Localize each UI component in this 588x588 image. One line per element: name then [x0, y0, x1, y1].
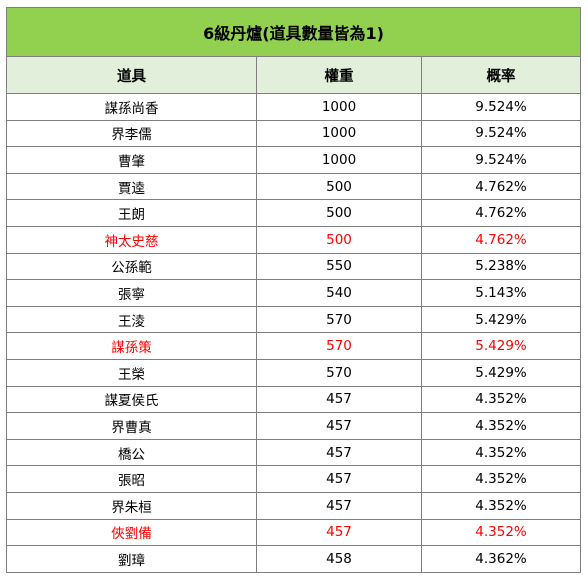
table-row: 橋公 457 4.352%	[6, 438, 582, 467]
table-row: 謀夏侯氏 457 4.352%	[6, 385, 582, 414]
item-cell: 張寧	[6, 279, 257, 307]
weight-cell: 500	[256, 199, 422, 227]
title-row: 6級丹爐(道具數量皆為1)	[5, 7, 582, 57]
furnace-table: 6級丹爐(道具數量皆為1) 道具 權重 概率 謀孫尚香 1000 9.524% 界李儒…	[5, 7, 582, 573]
table-row: 賈逵 500 4.762%	[6, 172, 582, 201]
table-row: 王榮 570 5.429%	[6, 358, 582, 387]
probability-cell: 4.352%	[420, 491, 582, 520]
table-row: 神太史慈 500 4.762%	[6, 225, 582, 254]
probability-cell: 9.524%	[420, 146, 582, 174]
table-row: 謀孫策 570 5.429%	[6, 332, 582, 360]
weight-cell: 1000	[256, 119, 422, 148]
weight-cell: 457	[256, 438, 422, 467]
column-header-item: 道具	[6, 56, 257, 94]
item-cell: 界曹真	[6, 412, 257, 440]
weight-cell: 1000	[256, 93, 422, 121]
probability-cell: 5.429%	[420, 358, 582, 387]
probability-cell: 4.762%	[420, 199, 582, 227]
weight-cell: 457	[256, 518, 422, 547]
weight-cell: 570	[256, 332, 422, 360]
probability-cell: 5.238%	[420, 252, 582, 281]
weight-cell: 500	[256, 172, 422, 201]
weight-cell: 457	[256, 412, 422, 440]
probability-cell: 4.352%	[420, 385, 582, 414]
probability-cell: 4.762%	[420, 225, 582, 254]
probability-cell: 9.524%	[420, 93, 582, 121]
probability-cell: 5.143%	[420, 279, 582, 307]
weight-cell: 500	[256, 225, 422, 254]
item-cell: 橋公	[6, 438, 257, 467]
column-header-probability: 概率	[420, 56, 582, 94]
table-row: 界曹真 457 4.352%	[6, 412, 582, 440]
item-cell: 界李儒	[6, 119, 257, 148]
weight-cell: 1000	[256, 146, 422, 174]
weight-cell: 457	[256, 465, 422, 493]
table-title: 6級丹爐(道具數量皆為1)	[5, 7, 582, 57]
table-row: 張寧 540 5.143%	[6, 279, 582, 307]
probability-cell: 9.524%	[420, 119, 582, 148]
table-body: 謀孫尚香 1000 9.524% 界李儒 1000 9.524% 曹肇 1000 9.524% 賈…	[6, 93, 582, 573]
item-cell: 謀孫尚香	[6, 93, 257, 121]
table-row: 王淩 570 5.429%	[6, 305, 582, 334]
item-cell: 謀夏侯氏	[6, 385, 257, 414]
item-cell: 張昭	[6, 465, 257, 493]
table-row: 俠劉備 457 4.352%	[6, 518, 582, 547]
furnace-table-container: 6級丹爐(道具數量皆為1) 道具 權重 概率 謀孫尚香 1000 9.524% 界李儒…	[5, 7, 582, 573]
probability-cell: 4.362%	[420, 545, 582, 573]
item-cell: 謀孫策	[6, 332, 257, 360]
table-row: 劉璋 458 4.362%	[6, 545, 582, 573]
table-row: 謀孫尚香 1000 9.524%	[6, 93, 582, 121]
item-cell: 王淩	[6, 305, 257, 334]
weight-cell: 550	[256, 252, 422, 281]
weight-cell: 570	[256, 358, 422, 387]
item-cell: 神太史慈	[6, 225, 257, 254]
table-row: 王朗 500 4.762%	[6, 199, 582, 227]
header-row: 道具 權重 概率	[6, 56, 582, 94]
probability-cell: 4.352%	[420, 412, 582, 440]
table-row: 公孫範 550 5.238%	[6, 252, 582, 281]
item-cell: 賈逵	[6, 172, 257, 201]
item-cell: 公孫範	[6, 252, 257, 281]
probability-cell: 4.352%	[420, 465, 582, 493]
weight-cell: 570	[256, 305, 422, 334]
item-cell: 王朗	[6, 199, 257, 227]
item-cell: 界朱桓	[6, 491, 257, 520]
item-cell: 王榮	[6, 358, 257, 387]
probability-cell: 4.352%	[420, 438, 582, 467]
table-row: 界朱桓 457 4.352%	[6, 491, 582, 520]
table-row: 張昭 457 4.352%	[6, 465, 582, 493]
weight-cell: 457	[256, 491, 422, 520]
probability-cell: 5.429%	[420, 305, 582, 334]
table-row: 界李儒 1000 9.524%	[6, 119, 582, 148]
item-cell: 劉璋	[6, 545, 257, 573]
weight-cell: 540	[256, 279, 422, 307]
weight-cell: 458	[256, 545, 422, 573]
probability-cell: 5.429%	[420, 332, 582, 360]
probability-cell: 4.762%	[420, 172, 582, 201]
probability-cell: 4.352%	[420, 518, 582, 547]
weight-cell: 457	[256, 385, 422, 414]
item-cell: 曹肇	[6, 146, 257, 174]
item-cell: 俠劉備	[6, 518, 257, 547]
table-row: 曹肇 1000 9.524%	[6, 146, 582, 174]
column-header-weight: 權重	[256, 56, 422, 94]
